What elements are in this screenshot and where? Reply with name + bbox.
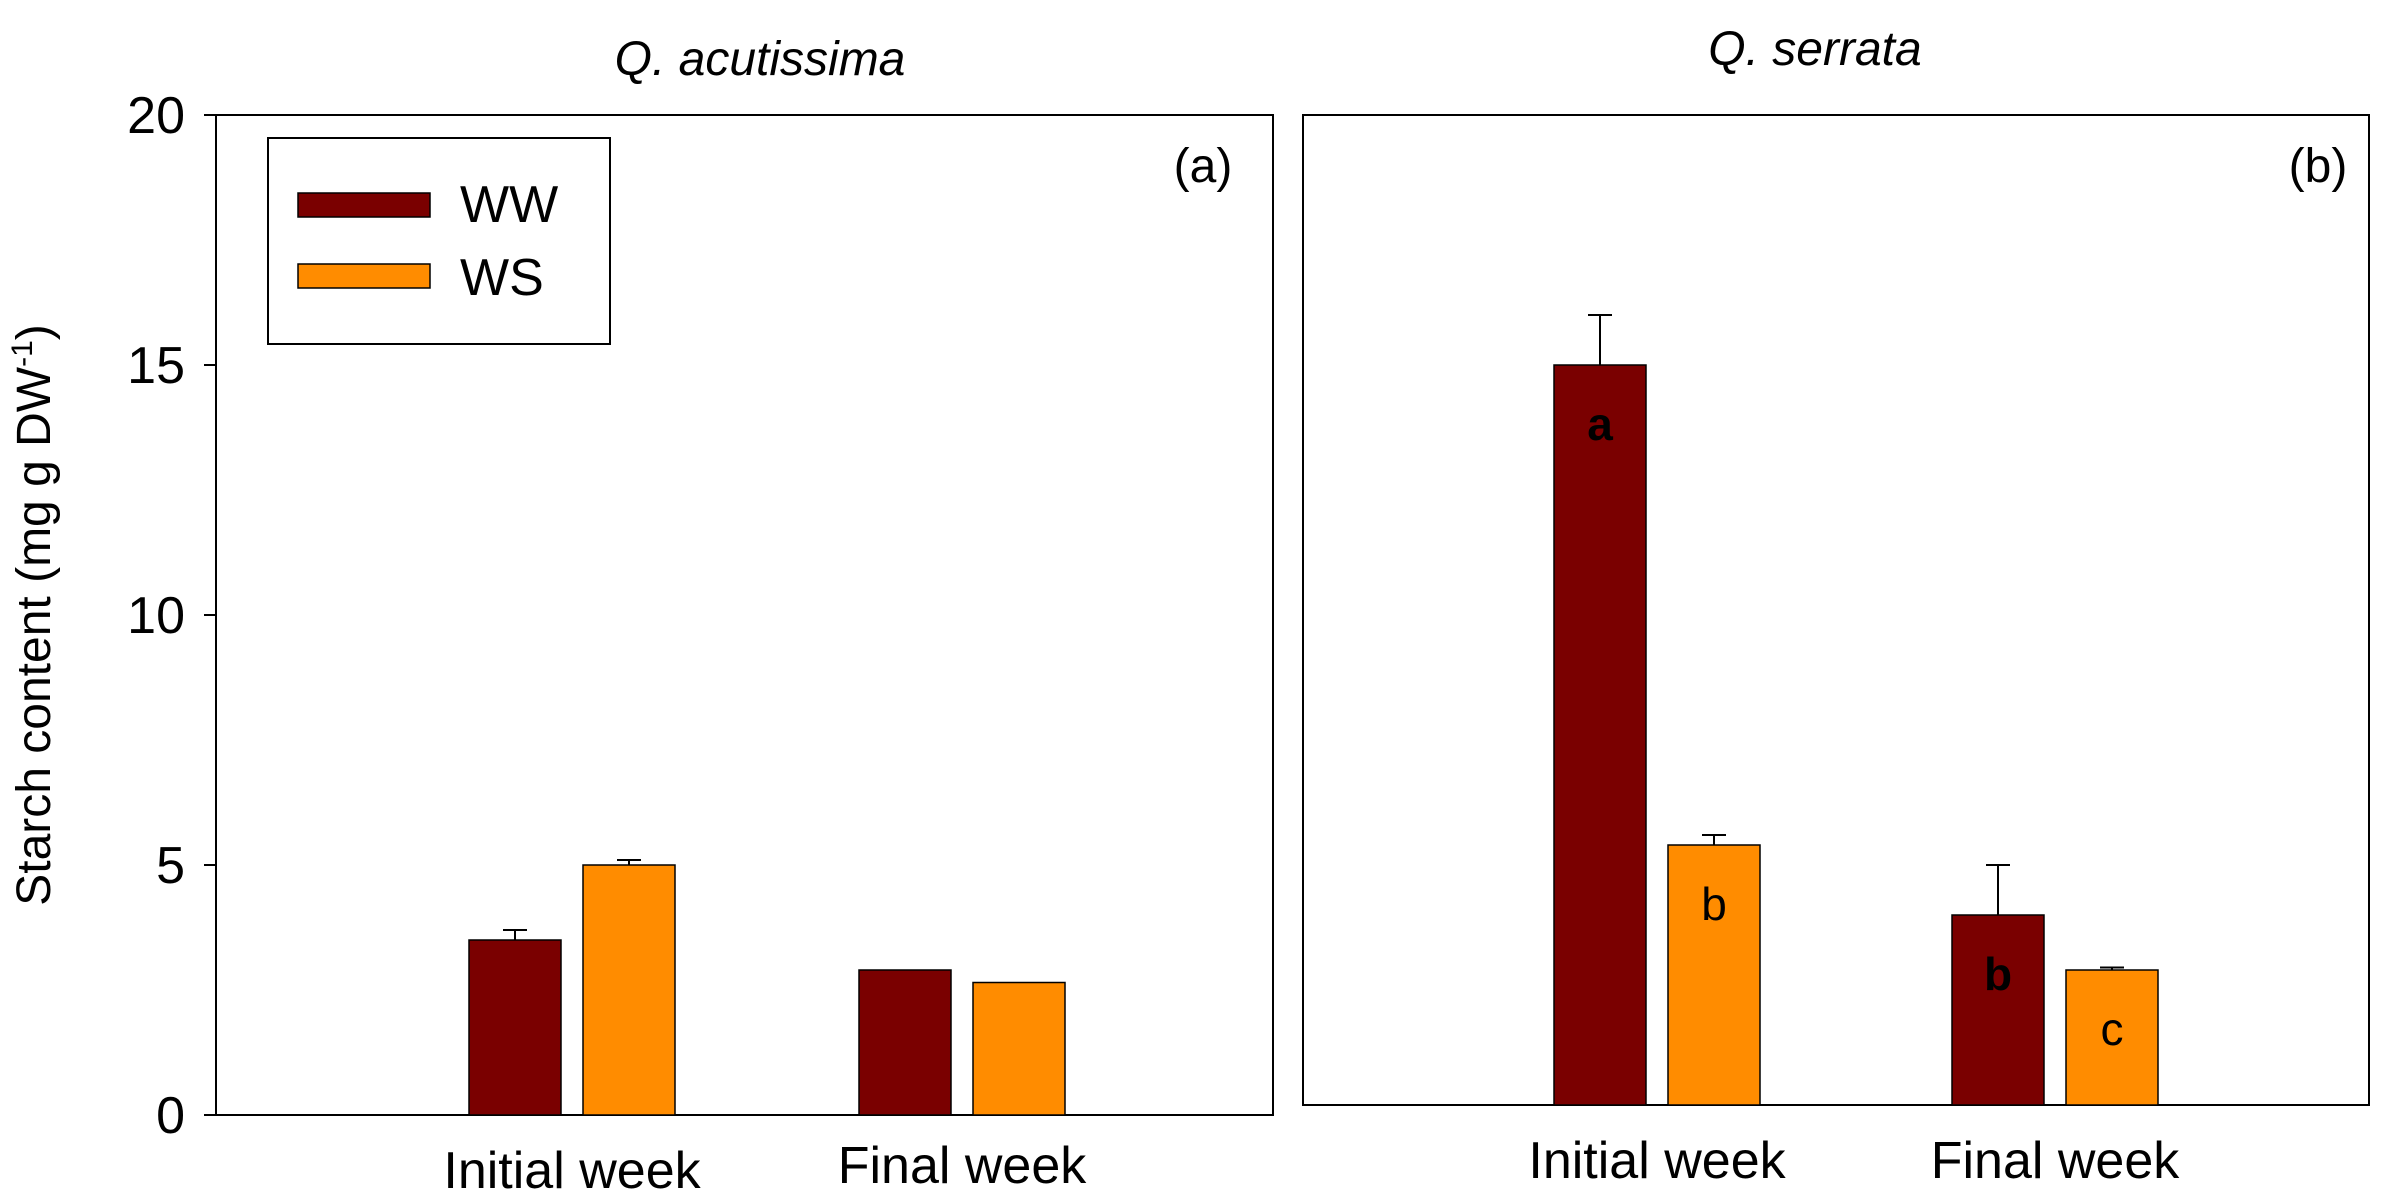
bar-ws-initial <box>1667 844 1761 1106</box>
panel-b-category-initial: Initial week <box>1528 1132 1786 1190</box>
legend-swatch-ww <box>297 192 431 218</box>
y-axis-title-close: ) <box>8 324 61 340</box>
bar-ws-final <box>972 981 1066 1116</box>
panel-a-category-initial: Initial week <box>443 1142 701 1198</box>
panel-a-label: (a) <box>1174 140 1233 193</box>
bar-ww-final <box>858 969 952 1116</box>
panel-b-frame <box>1302 114 2370 1106</box>
panel-b-bars: a b b c <box>1553 314 2159 1106</box>
panel-b-category-final: Final week <box>1931 1132 2181 1190</box>
legend-label-ws: WS <box>460 249 544 307</box>
y-tick-label: 15 <box>127 337 185 395</box>
y-axis: 0 5 10 15 20 <box>127 87 216 1145</box>
y-tick-label: 20 <box>127 87 185 145</box>
legend: WW WS <box>267 137 611 345</box>
significance-letter: c <box>2101 1003 2124 1055</box>
panel-b-title: Q. serrata <box>1708 23 1921 76</box>
y-axis-title-main: Starch content (mg g DW <box>8 366 61 906</box>
legend-swatch-ws <box>297 263 431 289</box>
bar-ww-final <box>1951 914 2045 1106</box>
panel-a-title: Q. acutissima <box>615 33 906 86</box>
significance-letter: b <box>1701 878 1727 930</box>
significance-letter: b <box>1984 948 2012 1000</box>
legend-label-ww: WW <box>460 176 558 234</box>
y-axis-title: Starch content (mg g DW-1) <box>6 324 61 906</box>
significance-letter: a <box>1587 398 1613 450</box>
y-tick-label: 5 <box>156 837 185 895</box>
panel-a-bars <box>468 859 1066 1116</box>
bar-ww-initial <box>468 939 562 1116</box>
bar-ws-initial <box>582 864 676 1116</box>
y-tick-label: 0 <box>156 1087 185 1145</box>
y-axis-title-superscript: -1 <box>6 340 39 367</box>
panel-a-category-final: Final week <box>838 1137 1088 1195</box>
legend-box <box>267 137 611 345</box>
panel-b-label: (b) <box>2289 140 2348 193</box>
bar-ww-initial <box>1553 364 1647 1106</box>
y-tick-label: 10 <box>127 587 185 645</box>
